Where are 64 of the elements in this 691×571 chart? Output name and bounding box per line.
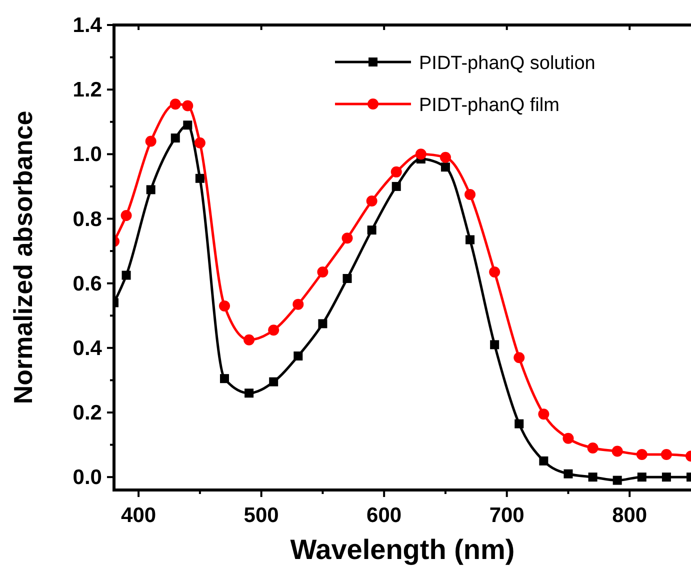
point: [120, 210, 132, 222]
y-tick-label: 1.2: [72, 78, 102, 102]
x-tick-label: 500: [244, 504, 279, 527]
y-tick-label: 1.0: [72, 143, 102, 166]
point: [342, 274, 352, 283]
point: [244, 388, 254, 398]
point: [342, 232, 353, 244]
point: [145, 136, 156, 147]
y-tick-label: 1.4: [72, 14, 102, 37]
point: [195, 174, 204, 183]
point: [367, 226, 376, 235]
y-axis-title: Normalized absorbance: [8, 110, 38, 404]
x-tick-label: 400: [121, 504, 156, 527]
point: [662, 472, 671, 482]
point: [514, 419, 524, 428]
point: [244, 334, 255, 346]
point: [194, 137, 206, 148]
point: [218, 300, 230, 312]
point: [292, 298, 304, 310]
point: [440, 162, 450, 172]
point: [183, 120, 192, 130]
point: [170, 98, 181, 110]
point: [490, 340, 500, 350]
point: [660, 448, 672, 460]
point: [466, 235, 475, 244]
point: [390, 166, 402, 178]
point: [146, 185, 156, 194]
x-axis-title: Wavelength (nm): [290, 534, 515, 565]
point: [269, 377, 278, 386]
point: [587, 442, 598, 454]
point: [612, 446, 623, 457]
point: [538, 408, 550, 420]
point: [464, 189, 476, 200]
legend-label: PIDT-phanQ solution: [419, 53, 596, 74]
point: [318, 319, 328, 328]
point: [637, 472, 646, 482]
point: [182, 100, 194, 112]
point: [170, 134, 180, 143]
point: [514, 352, 525, 364]
point: [366, 195, 378, 206]
y-tick-label: 0.6: [72, 272, 102, 296]
point: [220, 374, 229, 384]
point: [636, 448, 648, 460]
point: [415, 148, 426, 160]
point: [564, 469, 573, 478]
point: [539, 456, 548, 466]
point: [294, 351, 303, 360]
y-tick-label: 0.4: [72, 336, 102, 360]
y-tick-label: 0.2: [72, 402, 102, 424]
point: [612, 476, 622, 485]
x-tick-label: 700: [489, 504, 524, 527]
point: [562, 432, 574, 444]
point: [317, 266, 328, 278]
x-tick-label: 800: [612, 504, 648, 527]
point: [122, 270, 131, 280]
point: [268, 324, 280, 336]
legend-label: PIDT-phanQ film: [419, 95, 560, 116]
y-tick-label: 0.8: [72, 208, 102, 231]
x-tick-label: 600: [366, 504, 402, 527]
point: [440, 152, 451, 163]
point: [489, 266, 500, 278]
y-tick-label: 0.0: [72, 466, 102, 490]
point: [588, 472, 598, 482]
point: [392, 182, 401, 191]
